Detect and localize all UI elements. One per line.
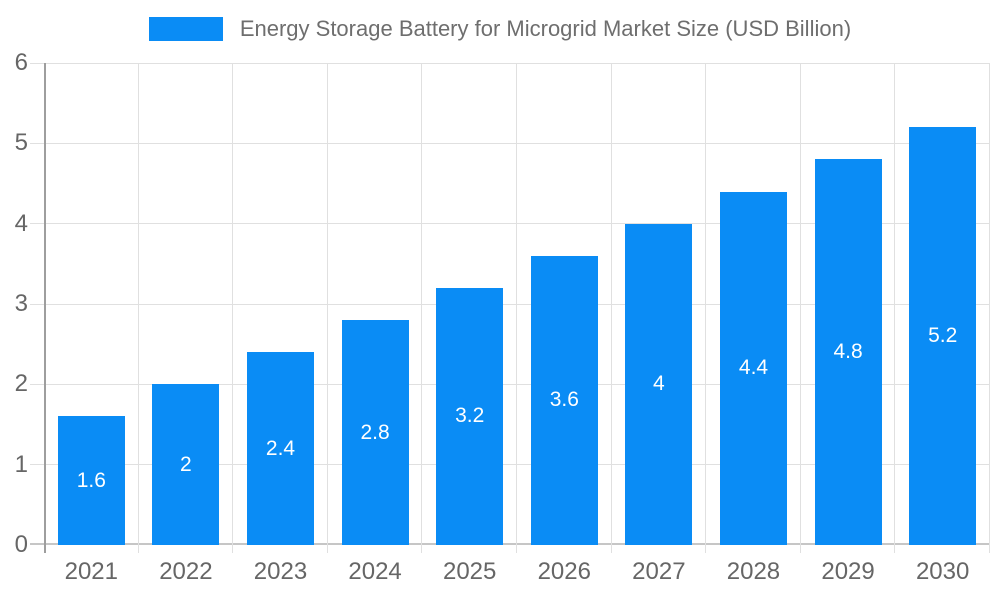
bar-value-label: 2.8 xyxy=(360,420,390,444)
h-gridline xyxy=(30,464,990,466)
bar-2030: 5.2 xyxy=(909,127,977,545)
bar-2027: 4 xyxy=(625,223,693,545)
y-tick-label: 2 xyxy=(14,370,28,398)
bar-2024: 2.8 xyxy=(341,320,409,545)
y-tick-label: 6 xyxy=(14,49,28,76)
v-gridline xyxy=(326,63,328,553)
bar-2026: 3.6 xyxy=(530,255,598,545)
h-gridline xyxy=(30,383,990,385)
x-tick-label: 2021 xyxy=(64,558,118,585)
v-gridline xyxy=(516,63,517,553)
bar-2022: 2 xyxy=(152,384,220,545)
v-gridline xyxy=(894,63,896,553)
y-tick-label: 1 xyxy=(14,450,28,478)
v-gridline xyxy=(705,63,707,553)
legend-swatch xyxy=(148,17,223,41)
bar-value-label: 3.2 xyxy=(455,404,485,428)
bar-value-label: 2 xyxy=(180,452,192,476)
x-tick-label: 2029 xyxy=(821,558,875,585)
bar-2025: 3.2 xyxy=(436,287,504,545)
bar-value-label: 5.2 xyxy=(928,324,958,348)
v-gridline xyxy=(610,63,612,553)
x-axis-labels: 2021 2022 2023 2024 2025 2026 2027 2028 2029 2030 xyxy=(44,557,990,587)
v-gridline xyxy=(799,63,801,553)
x-tick-label: 2022 xyxy=(159,558,213,585)
h-gridline xyxy=(30,62,990,64)
y-axis-labels: 0 1 2 3 4 5 6 xyxy=(0,49,30,558)
y-tick-label: 0 xyxy=(14,531,28,558)
bar-value-label: 2.4 xyxy=(265,436,296,460)
h-gridline xyxy=(30,142,990,144)
x-tick-label: 2023 xyxy=(253,558,308,585)
plot-area: 1.6 2 2.4 2.8 3.2 3.6 4 4.4 4.8 5.2 xyxy=(30,62,990,553)
bar-2023: 2.4 xyxy=(247,352,314,545)
y-axis-line xyxy=(44,63,46,553)
x-tick-label: 2030 xyxy=(915,558,970,585)
x-tick-label: 2026 xyxy=(537,558,591,585)
x-tick-label: 2028 xyxy=(726,558,781,585)
bar-2021: 1.6 xyxy=(57,416,125,545)
y-tick-label: 3 xyxy=(14,290,28,317)
h-gridline xyxy=(30,223,990,225)
chart-legend: Energy Storage Battery for Microgrid Mar… xyxy=(0,16,1000,42)
bar-value-label: 4.4 xyxy=(738,356,769,380)
x-axis-baseline xyxy=(30,543,990,545)
chart-title: Energy Storage Battery for Microgrid Mar… xyxy=(239,16,852,41)
v-gridline xyxy=(232,63,234,553)
v-gridline xyxy=(421,63,423,553)
bar-value-label: 4 xyxy=(653,372,665,396)
x-tick-label: 2027 xyxy=(632,558,686,585)
bar-value-label: 3.6 xyxy=(549,388,579,412)
v-gridline xyxy=(989,63,990,553)
y-tick-label: 4 xyxy=(14,209,28,237)
x-tick-label: 2025 xyxy=(442,558,497,585)
x-tick-label: 2024 xyxy=(348,558,402,585)
h-gridline xyxy=(30,303,990,305)
v-gridline xyxy=(137,63,139,553)
bar-2028: 4.4 xyxy=(720,191,787,545)
bar-value-label: 1.6 xyxy=(76,468,106,492)
y-tick-label: 5 xyxy=(14,129,28,157)
bar-value-label: 4.8 xyxy=(833,340,863,364)
bar-2029: 4.8 xyxy=(814,159,882,545)
